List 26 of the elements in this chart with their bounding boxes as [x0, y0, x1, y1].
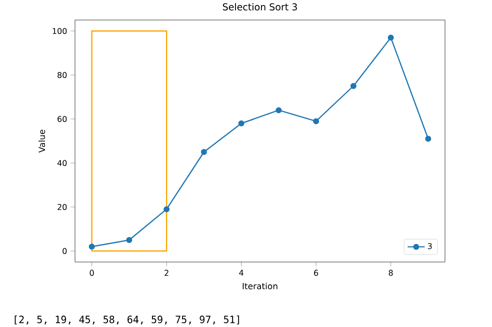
point [164, 206, 170, 212]
x-tick-label: 0 [90, 270, 94, 276]
y-tick-label: 80 [58, 72, 67, 78]
point [425, 136, 432, 142]
y-tick-label: 20 [58, 204, 67, 210]
x-tick-label: 2 [164, 270, 168, 276]
point [276, 107, 282, 114]
legend-label: 3 [428, 243, 432, 250]
y-tick-label: 100 [52, 28, 67, 34]
y-axis-title: Value [38, 130, 46, 153]
point [313, 118, 320, 124]
x-tick-label: 6 [314, 270, 318, 276]
y-tick-label: 0 [62, 248, 67, 254]
y-tick-label: 60 [58, 116, 67, 122]
point [126, 237, 132, 243]
point [238, 120, 244, 126]
point [350, 83, 356, 89]
text: [2, 5, 19, 45, 58, 64, 59, 75, 97, 51] [14, 315, 240, 324]
point [388, 34, 394, 41]
y-tick-label: 40 [57, 160, 67, 166]
x-tick-label: 8 [388, 270, 393, 276]
chart-title: Selection Sort 3 [222, 3, 297, 10]
point [88, 244, 95, 250]
point [200, 149, 207, 155]
x-axis-title: Iteration [242, 282, 278, 290]
x-tick-label: 4 [239, 270, 244, 276]
